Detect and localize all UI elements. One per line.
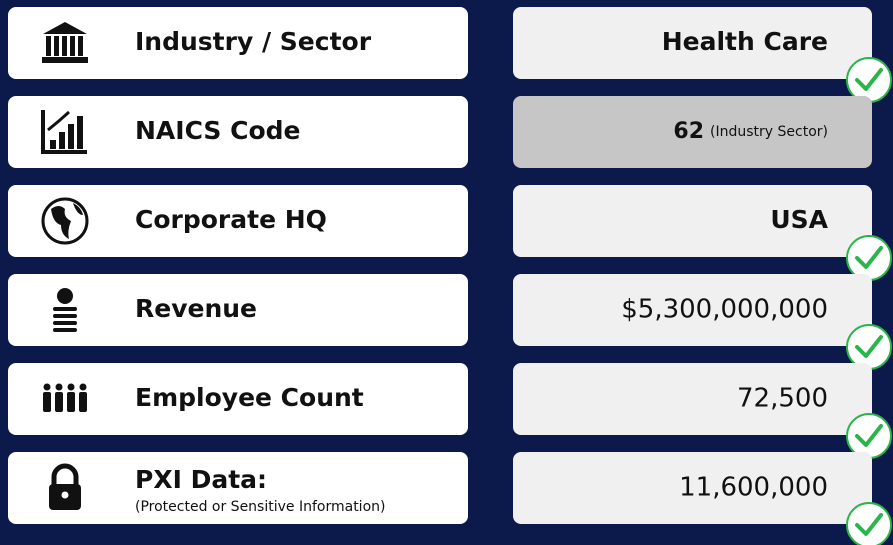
icon-bar <box>59 132 65 149</box>
label: NAICS Code <box>135 116 300 145</box>
value-card <box>513 96 872 168</box>
icon-frame <box>41 110 87 154</box>
icon-body <box>43 392 51 412</box>
icon-keyhole <box>61 491 69 499</box>
value-card <box>513 363 872 435</box>
label: Employee Count <box>135 383 364 412</box>
icon-stack <box>53 307 77 311</box>
icon-stack <box>53 314 77 318</box>
check-badge <box>846 413 892 459</box>
value-card <box>513 452 872 524</box>
value: USA <box>770 205 828 234</box>
value-number: 62 <box>673 119 704 144</box>
check-badge <box>846 324 892 370</box>
icon-bar <box>68 124 74 149</box>
icon <box>53 288 77 332</box>
label: Corporate HQ <box>135 205 327 234</box>
label-card <box>8 452 468 524</box>
icon-trend <box>47 110 70 132</box>
icon <box>49 463 81 510</box>
label-card <box>8 185 468 257</box>
icon-land <box>51 203 83 239</box>
icon <box>41 197 89 245</box>
check-mark <box>855 424 883 447</box>
icon-head <box>79 383 87 391</box>
value-card <box>513 7 872 79</box>
check-badge <box>846 502 892 545</box>
label-card <box>8 7 468 79</box>
value: 11,600,000 <box>679 473 828 503</box>
icon-head <box>43 383 51 391</box>
icon-stack <box>53 321 77 325</box>
check-mark <box>855 246 883 269</box>
value: 62 (Industry Sector) <box>673 119 828 144</box>
label-card <box>8 96 468 168</box>
check-badge <box>846 57 892 103</box>
row: Revenue $5,300,000,000 <box>8 274 892 370</box>
icon <box>41 110 87 154</box>
label: PXI Data: <box>135 465 267 494</box>
row: Industry / Sector Health Care <box>8 7 892 103</box>
icon-column <box>62 36 67 56</box>
row: PXI Data: (Protected or Sensitive Informa… <box>8 452 892 545</box>
value: Health Care <box>662 27 828 56</box>
icon-head <box>55 383 63 391</box>
icon-body <box>79 392 87 412</box>
icon-column <box>46 36 51 56</box>
check-mark <box>855 335 883 358</box>
check-badge <box>846 235 892 281</box>
label-card <box>8 274 468 346</box>
icon-base <box>42 57 88 63</box>
icon-roof <box>43 22 87 34</box>
value: 72,500 <box>737 384 828 414</box>
value-card <box>513 185 872 257</box>
label: Revenue <box>135 294 257 323</box>
icon-coin <box>57 288 73 304</box>
row: Employee Count 72,500 <box>8 363 892 459</box>
value-card <box>513 274 872 346</box>
icon-stack <box>53 328 77 332</box>
icon-body <box>67 392 75 412</box>
icon-shackle <box>51 463 79 485</box>
icon-head <box>67 383 75 391</box>
label-card <box>8 363 468 435</box>
check-mark <box>855 68 883 91</box>
icon-bar <box>50 140 56 149</box>
label: Industry / Sector <box>135 27 372 56</box>
value-note: (Industry Sector) <box>710 124 828 140</box>
icon-column <box>70 36 75 56</box>
value: $5,300,000,000 <box>621 295 828 325</box>
row: NAICS Code 62 (Industry Sector) <box>8 96 872 168</box>
icon-body <box>55 392 63 412</box>
check-mark <box>855 513 883 536</box>
icon-column <box>54 36 59 56</box>
icon-bar <box>77 116 83 149</box>
icon-column <box>78 36 83 56</box>
row: Corporate HQ USA <box>8 185 892 281</box>
icon <box>42 22 88 63</box>
sublabel: (Protected or Sensitive Information) <box>135 499 385 515</box>
icon <box>43 383 87 412</box>
